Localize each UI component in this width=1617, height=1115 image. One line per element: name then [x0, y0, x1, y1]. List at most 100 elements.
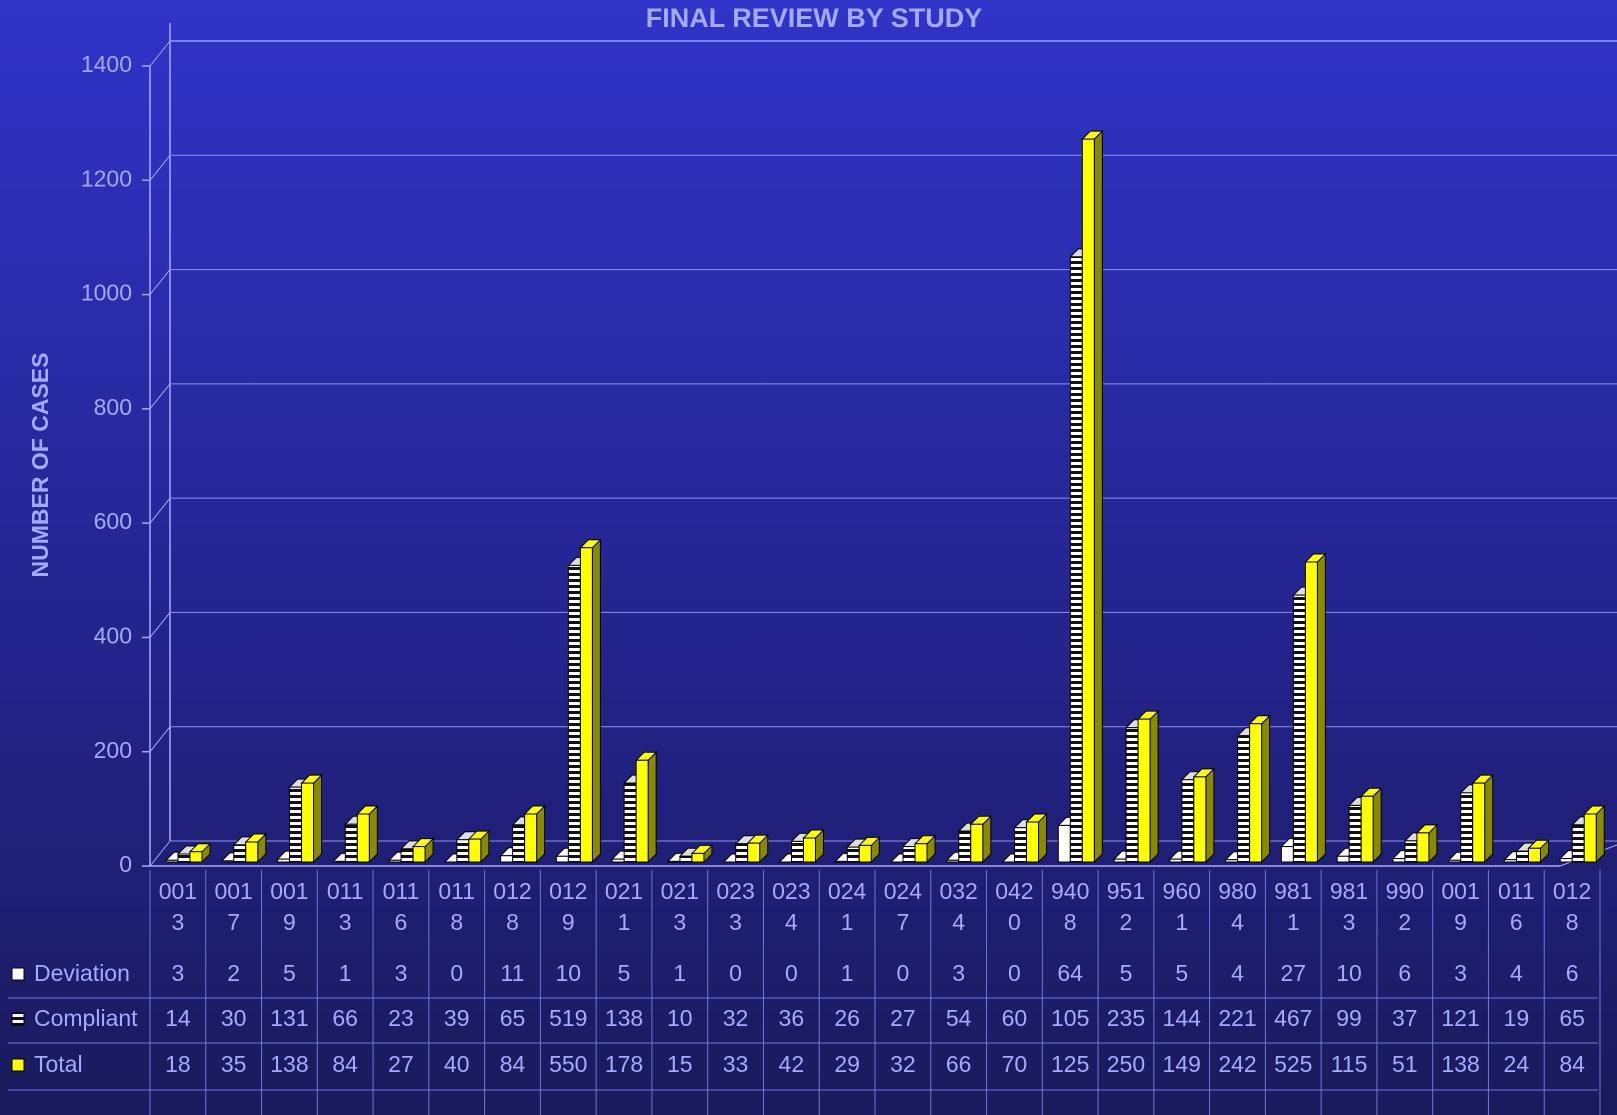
value-label: 4: [1510, 960, 1523, 986]
bar-front: [555, 855, 569, 863]
bar-side: [1316, 552, 1326, 864]
x-tick-label: 0128: [1552, 878, 1592, 935]
bar-front: [1515, 850, 1529, 863]
bar: [802, 828, 825, 864]
value-label: 84: [1559, 1051, 1585, 1077]
bar: [969, 815, 992, 864]
bar-front: [1472, 782, 1486, 863]
value-label: 144: [1163, 1005, 1202, 1031]
value-label: 27: [388, 1051, 414, 1077]
bar-front: [1280, 846, 1294, 863]
value-label: 3: [1454, 960, 1467, 986]
bar-front: [1527, 847, 1541, 863]
bar: [300, 773, 323, 864]
bar-front: [1583, 813, 1597, 863]
bar-front: [1249, 723, 1263, 863]
x-tick-label: 9601: [1162, 878, 1201, 935]
chart-title: FINAL REVIEW BY STUDY: [646, 3, 983, 33]
bar-front: [189, 851, 203, 863]
category-cell: 0324: [939, 878, 977, 935]
grid-line: [149, 840, 171, 867]
value-label: 467: [1274, 1005, 1312, 1031]
bar-front: [221, 860, 235, 863]
value-label: 32: [723, 1005, 749, 1031]
value-label: 26: [834, 1005, 860, 1031]
category-cell: 0118: [438, 878, 475, 935]
category-cell: 0233: [716, 878, 754, 935]
bar-side: [1595, 804, 1605, 864]
bar-front: [747, 842, 761, 863]
value-label: 23: [388, 1005, 414, 1031]
legend-label: Deviation: [34, 960, 130, 986]
value-label: 37: [1392, 1005, 1418, 1031]
y-tick-label: 800: [94, 394, 132, 420]
bar-front: [344, 823, 358, 863]
value-label: 54: [946, 1005, 972, 1031]
bar-front: [802, 837, 816, 863]
x-tick-label: 9811: [1274, 878, 1313, 935]
bar: [1471, 773, 1494, 864]
bar-front: [1137, 718, 1151, 863]
x-tick-label: 0213: [660, 878, 699, 935]
y-tick-label: 0: [119, 851, 132, 877]
bar-side: [1149, 709, 1159, 864]
value-label: 131: [270, 1005, 308, 1031]
bar-front: [1113, 858, 1127, 863]
y-tick-label: 1000: [81, 280, 132, 306]
bar: [523, 804, 546, 864]
category-cell: 9811: [1274, 878, 1313, 935]
category-cell: 0019: [1441, 878, 1479, 935]
value-label: 105: [1051, 1005, 1089, 1031]
bar-front: [1392, 858, 1406, 863]
bar-side: [536, 804, 546, 864]
value-label: 3: [171, 960, 184, 986]
category-cell: 0213: [660, 878, 699, 935]
bar: [1192, 767, 1216, 864]
value-label: 0: [1008, 960, 1021, 986]
value-label: 70: [1002, 1051, 1028, 1077]
bar: [1583, 804, 1606, 864]
x-tick-label: 0247: [883, 878, 923, 935]
bar-front: [1125, 727, 1139, 863]
value-label: 4: [1231, 960, 1244, 986]
bar-front: [834, 860, 848, 863]
bar-front: [1292, 594, 1306, 863]
x-tick-label: 9813: [1329, 878, 1369, 935]
category-cell: 0113: [327, 878, 364, 935]
bar-front: [635, 759, 649, 863]
bar-side: [1205, 767, 1215, 864]
bar-front: [277, 858, 291, 863]
value-label: 24: [1504, 1051, 1530, 1077]
bar-front: [1348, 804, 1362, 863]
grid-line: [149, 497, 171, 524]
value-label: 115: [1331, 1051, 1368, 1077]
bar-front: [1081, 138, 1095, 863]
value-label: 138: [605, 1005, 643, 1031]
category-cell: 9512: [1106, 878, 1146, 935]
bar: [1081, 129, 1104, 864]
value-label: 40: [444, 1051, 470, 1077]
bar: [188, 842, 212, 864]
value-label: 525: [1274, 1051, 1312, 1077]
value-label: 10: [555, 960, 581, 986]
bar-front: [1026, 821, 1040, 863]
category-cell: 0247: [883, 878, 923, 935]
bar-front: [1014, 827, 1028, 863]
bar-front: [970, 823, 984, 863]
bar-front: [1559, 858, 1573, 863]
x-tick-label: 9512: [1106, 878, 1146, 935]
value-label: 29: [834, 1051, 860, 1077]
bar-side: [1261, 714, 1271, 864]
bar-front: [289, 786, 303, 863]
bar: [858, 836, 881, 864]
x-tick-label: 0234: [772, 878, 811, 935]
bar-front: [524, 813, 538, 863]
category-cell: 0019: [270, 878, 308, 935]
bar-front: [1448, 859, 1462, 863]
value-label: 19: [1504, 1005, 1530, 1031]
legend-swatch: [11, 1012, 25, 1026]
bar-front: [1360, 795, 1374, 863]
value-label: 10: [667, 1005, 693, 1031]
value-label: 27: [890, 1005, 916, 1031]
bar-side: [1372, 787, 1382, 864]
